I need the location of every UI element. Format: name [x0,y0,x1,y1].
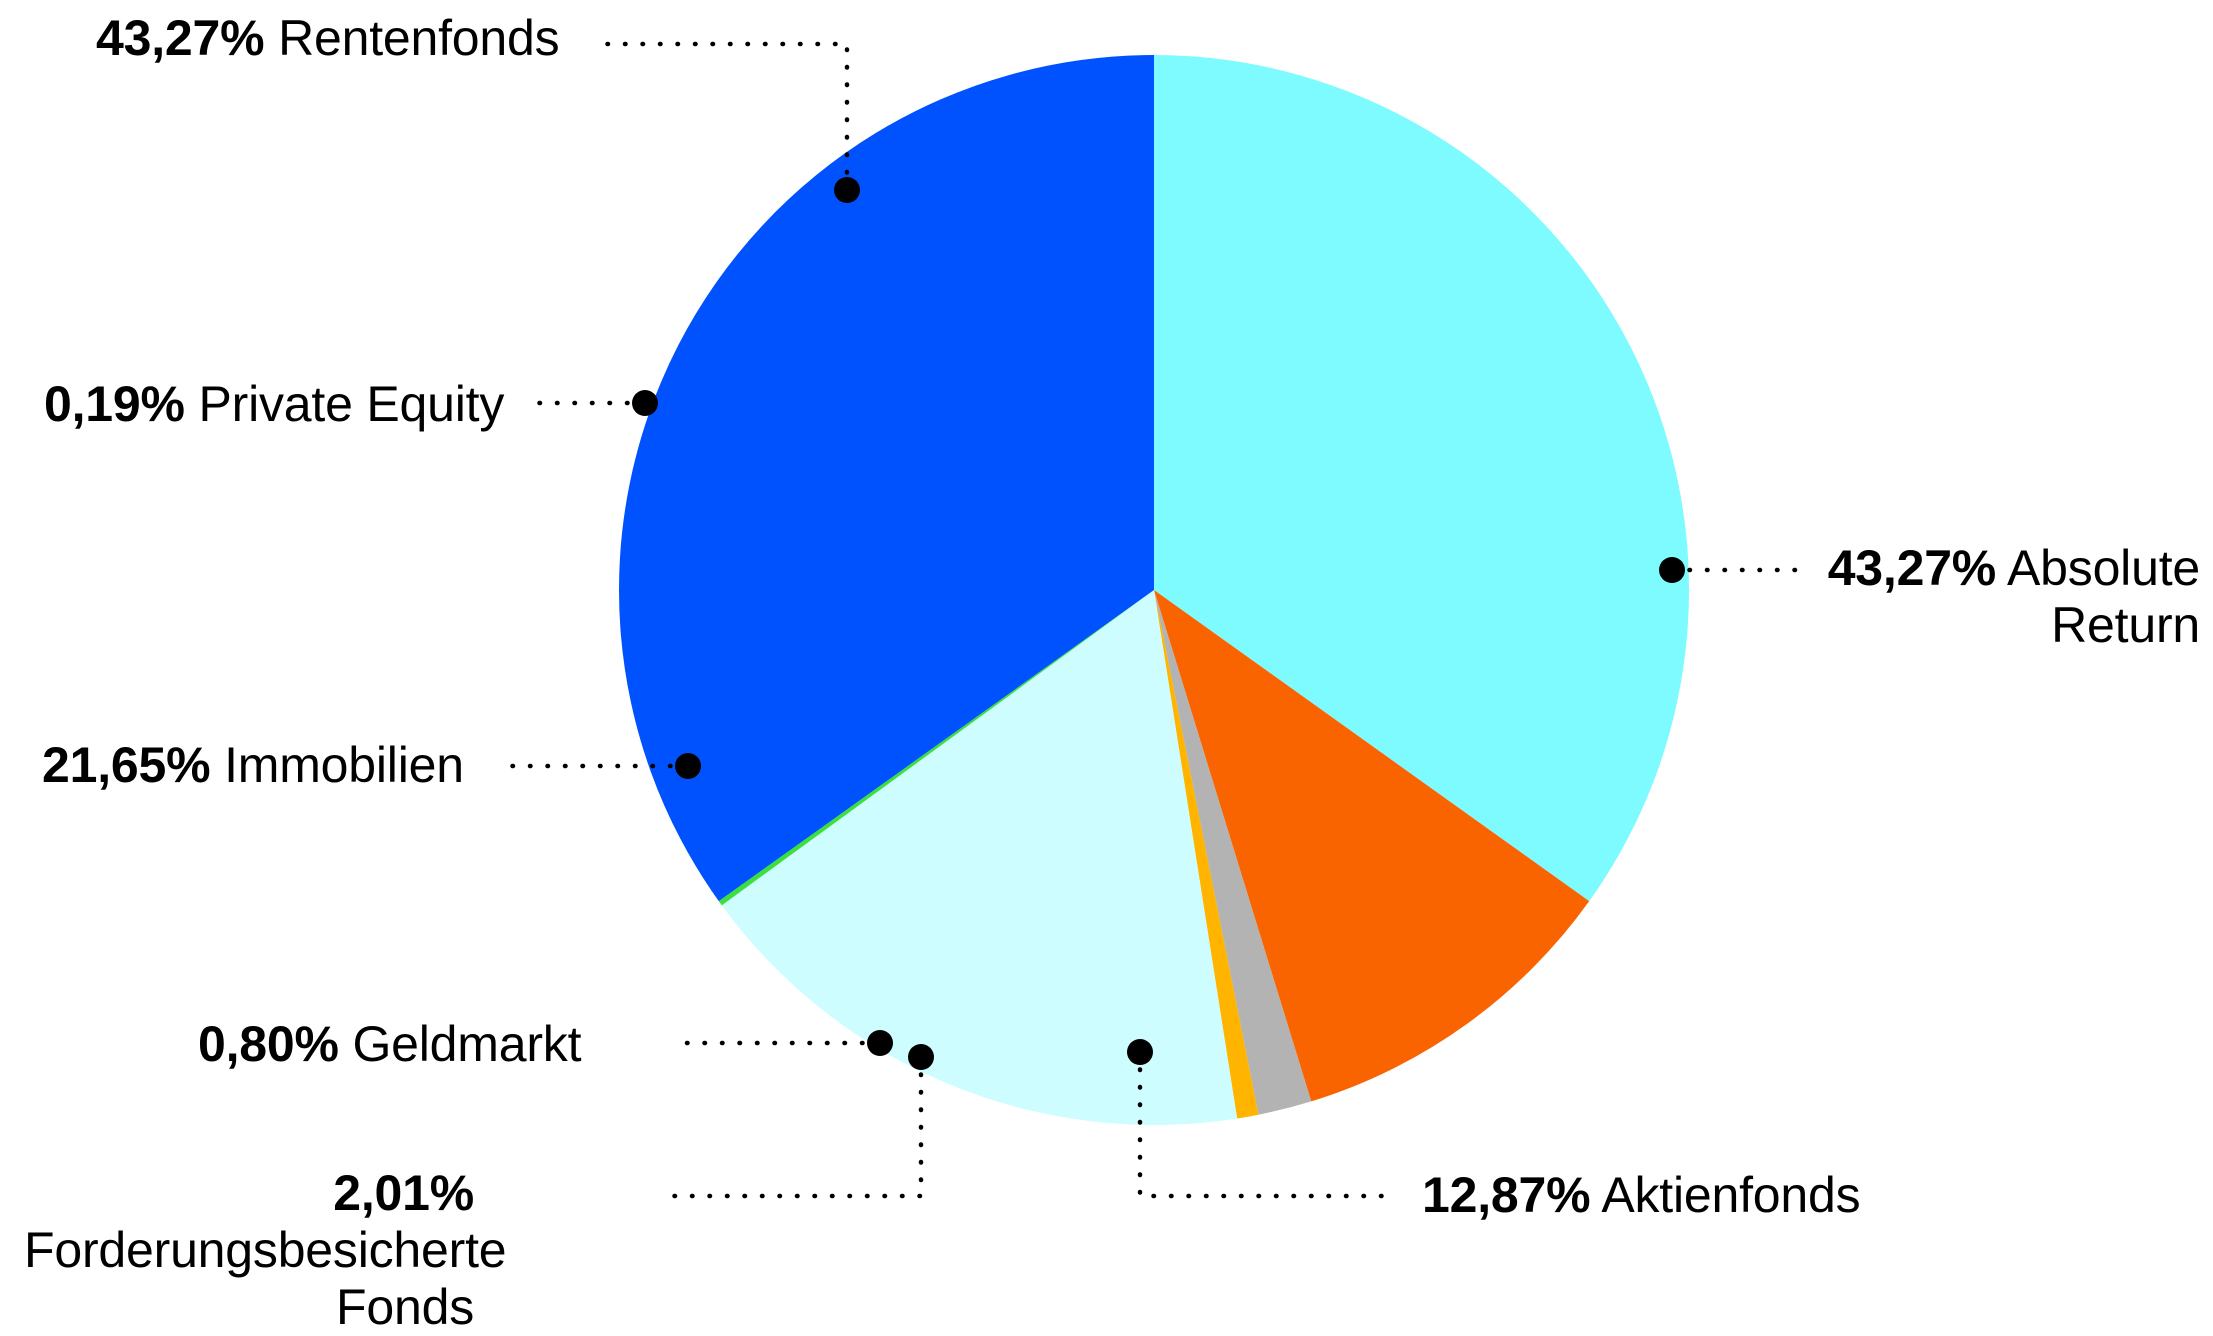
pie-slice-forderungsbesicherte-fonds[interactable] [1154,590,1312,1115]
leader-dot-rentenfonds [834,177,860,203]
callout-value-immobilien: 21,65% [42,737,211,793]
pie-slice-group [618,54,1690,1125]
callout-label-aktienfonds: 12,87% Aktienfonds [1422,1167,1861,1224]
leader-dot-geldmarkt [867,1030,893,1056]
pie-chart-canvas [494,41,1803,1199]
leader-dot-absolute-return [1659,557,1685,583]
pie-chart: 43,27% Rentenfonds 0,19% Private Equity … [24,10,2201,1335]
callout-name-forderungsbesicherte-fonds: Forderungsbesicherte Fonds [24,1222,507,1335]
callout-label-forderungsbesicherte-fonds: 2,01% Forderungsbesicherte Fonds [24,1165,507,1336]
callout-name-private-equity: Private Equity [184,376,505,432]
leader-line-group [494,41,1803,1199]
callout-value-private-equity: 0,19% [44,376,185,432]
callout-name-rentenfonds: Rentenfonds [264,10,560,66]
pie-slice-absolute-return[interactable] [1154,55,1690,902]
callout-label-immobilien: 21,65% Immobilien [42,737,464,794]
pie-slice-private-equity[interactable] [718,590,1154,906]
callout-name-aktienfonds: Aktienfonds [1590,1167,1861,1223]
callout-value-geldmarkt: 0,80% [198,1016,339,1072]
callout-value-rentenfonds: 43,27% [96,10,265,66]
leader-line-forderungsbesicherte-fonds [669,1054,924,1199]
callout-name-geldmarkt: Geldmarkt [338,1016,582,1072]
leader-dot-group [632,177,1685,1070]
leader-dot-aktienfonds [1127,1039,1153,1065]
pie-slice-immobilien[interactable] [721,590,1238,1125]
callout-name-immobilien: Immobilien [210,737,464,793]
leader-dot-immobilien [675,753,701,779]
pie-slice-geldmarkt[interactable] [1154,590,1259,1119]
pie-slice-rentenfonds[interactable] [618,54,1154,902]
pie-slice-aktienfonds[interactable] [1154,590,1590,1102]
callout-value-aktienfonds: 12,87% [1422,1167,1591,1223]
callout-label-private-equity: 0,19% Private Equity [44,376,504,433]
leader-line-rentenfonds [600,41,850,193]
leader-dot-private-equity [632,390,658,416]
callout-value-forderungsbesicherte-fonds: 2,01% [333,1165,474,1221]
callout-value-absolute-return: 43,27% [1827,540,1997,596]
callout-label-absolute-return: 43,27% Absolute Return [1820,540,2201,654]
callout-name-absolute-return: Absolute Return [1996,540,2200,653]
callout-label-rentenfonds: 43,27% Rentenfonds [96,10,560,67]
leader-dot-forderungsbesicherte-fonds [908,1044,934,1070]
callout-label-geldmarkt: 0,80% Geldmarkt [198,1016,581,1073]
